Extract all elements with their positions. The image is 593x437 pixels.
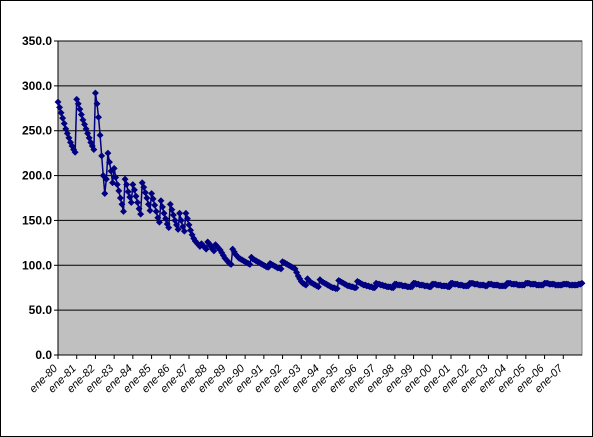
data-point [333, 285, 341, 293]
data-point [157, 197, 165, 205]
data-point [123, 180, 131, 189]
data-point [180, 227, 188, 235]
y-tick-label: 200.0 [22, 169, 52, 183]
data-point [121, 175, 129, 183]
data-point [116, 194, 124, 202]
data-point [176, 209, 184, 217]
data-point [578, 279, 586, 287]
data-point [124, 188, 132, 196]
data-point [302, 281, 310, 289]
data-point [158, 203, 167, 211]
data-point [168, 206, 176, 214]
data-point [96, 131, 104, 139]
data-point [76, 105, 84, 113]
data-point [183, 215, 191, 223]
y-tick-label: 50.0 [29, 303, 53, 317]
data-point [141, 189, 149, 197]
data-point [54, 98, 62, 106]
data-point [246, 260, 254, 268]
data-point [160, 209, 168, 217]
y-tick-label: 350.0 [22, 34, 52, 48]
data-point [57, 109, 65, 117]
data-point [151, 201, 159, 209]
data-point [152, 207, 160, 216]
data-point [143, 194, 151, 202]
data-point [77, 111, 85, 119]
y-tick-label: 150.0 [22, 213, 52, 227]
data-point [132, 192, 140, 200]
y-tick-label: 0.0 [35, 348, 52, 362]
data-point [352, 284, 360, 292]
data-point [165, 224, 173, 232]
data-point [227, 260, 235, 268]
y-tick-label: 250.0 [22, 124, 52, 138]
data-point [90, 146, 98, 154]
data-point [162, 215, 170, 223]
data-point [202, 245, 210, 253]
data-point [93, 100, 101, 108]
data-point [169, 211, 177, 219]
data-point [115, 187, 123, 195]
data-point [94, 113, 103, 121]
data-point [210, 247, 218, 255]
data-point [74, 100, 82, 108]
data-point [98, 152, 106, 160]
data-point [314, 283, 322, 291]
data-point [166, 200, 174, 208]
data-point [130, 186, 138, 194]
gridlines [58, 40, 582, 311]
series-layer [54, 89, 586, 293]
data-point [135, 205, 143, 213]
data-point [71, 148, 79, 156]
data-point [102, 175, 110, 183]
data-point [137, 210, 145, 218]
data-point [185, 221, 193, 229]
data-point [174, 225, 182, 233]
data-point [133, 198, 142, 207]
data-point [182, 209, 190, 217]
data-point [112, 173, 120, 181]
data-point [129, 180, 137, 189]
data-point [177, 216, 185, 224]
data-point [91, 89, 99, 97]
data-point [110, 164, 118, 172]
data-point [105, 158, 114, 166]
data-point [104, 149, 112, 157]
y-tick-label: 100.0 [22, 258, 52, 272]
data-point [277, 265, 285, 273]
data-point [56, 103, 64, 111]
data-point [119, 207, 128, 216]
axes [54, 40, 582, 359]
y-tick-label: 300.0 [22, 79, 52, 93]
data-point [101, 189, 109, 198]
data-point [144, 200, 153, 208]
data-point [155, 218, 163, 226]
data-point [148, 189, 156, 198]
data-point [60, 119, 68, 128]
data-point [146, 207, 154, 215]
data-point [113, 180, 121, 189]
data-point [118, 200, 126, 208]
data-point [127, 198, 135, 207]
data-point [126, 193, 134, 201]
data-point [149, 195, 157, 203]
data-point [59, 114, 67, 122]
data-point [140, 183, 148, 191]
